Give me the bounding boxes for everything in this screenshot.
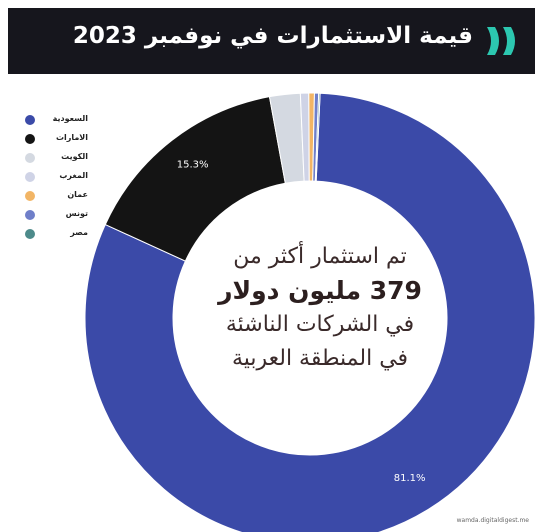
legend-label-5: تونس: [65, 209, 88, 218]
legend-swatch-3: [25, 172, 35, 182]
chart-title: قيمة الاستثمارات في نوفمبر 2023: [72, 23, 473, 49]
donut-slice-0: [84, 92, 536, 532]
slice-label-1: 15.3%: [177, 159, 209, 170]
center-summary: تم استثمار أكثر من 379 مليون دولار في ال…: [180, 240, 460, 376]
legend-swatch-0: [25, 115, 35, 125]
legend-label-6: مصر: [70, 228, 88, 237]
center-line-1: تم استثمار أكثر من: [233, 244, 407, 269]
legend-item-5: تونس: [20, 207, 100, 226]
center-line-3: في الشركات الناشئة: [225, 312, 415, 337]
chart-legend: السعودية الامارات الكويت المغرب عمان تونس مصر: [20, 112, 100, 245]
legend-swatch-4: [25, 191, 35, 201]
legend-label-3: المغرب: [59, 171, 88, 180]
center-line-2: 379 مليون دولار: [218, 276, 422, 305]
legend-item-1: الامارات: [20, 131, 100, 150]
source-footer: wamda.digitaldigest.me: [456, 517, 529, 524]
legend-swatch-2: [25, 153, 35, 163]
legend-item-2: الكويت: [20, 150, 100, 169]
legend-label-0: السعودية: [52, 114, 88, 123]
legend-swatch-6: [25, 229, 35, 239]
legend-item-3: المغرب: [20, 169, 100, 188]
legend-item-6: مصر: [20, 226, 100, 245]
legend-label-2: الكويت: [61, 152, 88, 161]
donut-slice-1: [104, 96, 286, 262]
double-chevron-logo-icon: [487, 27, 515, 55]
legend-label-4: عمان: [67, 190, 88, 199]
donut-slice-6: [314, 92, 321, 182]
header-bar: قيمة الاستثمارات في نوفمبر 2023: [8, 8, 535, 74]
legend-swatch-5: [25, 210, 35, 220]
slice-label-0: 81.1%: [394, 473, 426, 484]
legend-item-0: السعودية: [20, 112, 100, 131]
legend-swatch-1: [25, 134, 35, 144]
legend-label-1: الامارات: [55, 133, 88, 142]
legend-item-4: عمان: [20, 188, 100, 207]
center-line-4: في المنطقة العربية: [231, 346, 409, 371]
